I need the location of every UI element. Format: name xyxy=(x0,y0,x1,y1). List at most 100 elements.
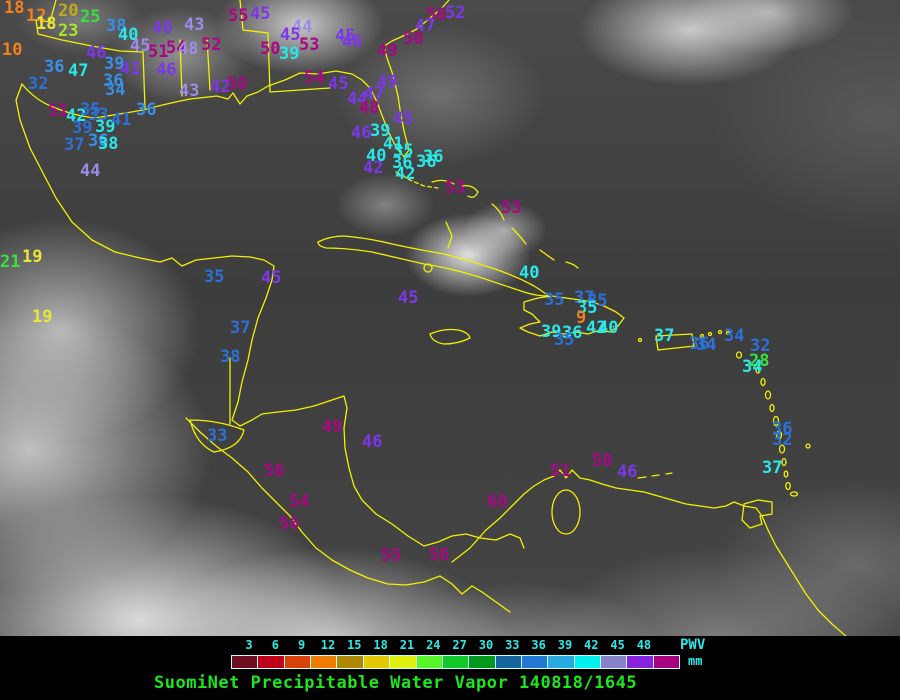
station-value: 39 xyxy=(370,121,391,141)
hispaniola-outline xyxy=(519,295,625,337)
station-value: 42 xyxy=(363,158,384,178)
colorbar-segment xyxy=(627,656,654,668)
pwv-unit-label: mm xyxy=(688,654,703,668)
station-value: 50 xyxy=(403,29,424,49)
pacific-coastline xyxy=(185,417,511,613)
station-value: 45 xyxy=(328,74,349,94)
station-value: 36 xyxy=(423,147,444,167)
station-value: 45 xyxy=(393,109,414,129)
station-value: 49 xyxy=(377,72,398,92)
station-value: 35 xyxy=(204,267,225,287)
colorbar-segment xyxy=(442,656,470,668)
state-border-al-ga xyxy=(239,0,271,93)
station-value: 53 xyxy=(299,35,320,55)
station-value: 56 xyxy=(279,514,300,534)
station-value: 45 xyxy=(130,36,151,56)
virgin-island-dot xyxy=(707,331,713,337)
station-value: 35 xyxy=(80,100,101,120)
colorbar-tick-label: 36 xyxy=(531,638,546,652)
colorbar-tick-label: 3 xyxy=(245,638,253,652)
antilles-island xyxy=(772,415,780,427)
station-value: 51 xyxy=(48,101,69,121)
station-value: 32 xyxy=(28,74,49,94)
station-value: 40 xyxy=(366,146,387,166)
station-value: 45 xyxy=(250,4,271,24)
station-value: 35 xyxy=(554,330,575,350)
station-value: 50 xyxy=(260,39,281,59)
station-value: 39 xyxy=(95,117,116,137)
station-value: 50 xyxy=(592,451,613,471)
station-value: 54 xyxy=(166,38,187,58)
virgin-island-dot xyxy=(725,330,731,336)
bahamas-cat-island xyxy=(511,227,527,245)
isla-juventud xyxy=(423,263,433,273)
station-value: 10 xyxy=(2,40,23,60)
pwv-label: PWV xyxy=(680,637,706,653)
station-value: 55 xyxy=(381,546,402,566)
bahamas-eleuthera xyxy=(491,203,505,221)
station-value: 35 xyxy=(393,141,414,161)
station-value: 33 xyxy=(88,105,109,125)
state-border-ms-al xyxy=(206,37,211,91)
trinidad-outline xyxy=(741,499,773,529)
station-value: 41 xyxy=(111,110,132,130)
colorbar-ticks: 3 6 9 12 15 18 21 24 27 30 33 36 39 42 45 48 xyxy=(0,636,900,652)
antilles-island xyxy=(778,444,786,454)
colorbar xyxy=(231,655,680,669)
station-value: 42 xyxy=(586,318,607,338)
station-value: 60 xyxy=(487,492,508,512)
antilles-island xyxy=(775,430,783,440)
colorbar-segment xyxy=(390,656,417,668)
station-value: 41 xyxy=(120,59,141,79)
antilles-island xyxy=(785,481,791,491)
virgin-island-dot xyxy=(699,333,705,339)
station-value: 21 xyxy=(0,252,21,272)
satellite-image xyxy=(0,0,900,636)
station-value: 53 xyxy=(445,178,466,198)
station-value: 39 xyxy=(541,322,562,342)
colorbar-segment xyxy=(521,656,549,668)
antilles-island xyxy=(783,470,789,478)
station-value: 40 xyxy=(598,318,619,338)
mona-island xyxy=(637,337,643,343)
puerto-rico-outline xyxy=(655,333,695,351)
station-value: 32 xyxy=(750,336,771,356)
station-value: 37 xyxy=(64,135,85,155)
station-value: 45 xyxy=(280,25,301,45)
colorbar-tick-label: 24 xyxy=(426,638,441,652)
state-border-tx-la xyxy=(142,51,146,109)
station-value: 36 xyxy=(44,57,65,77)
station-value: 34 xyxy=(724,326,745,346)
station-value: 51 xyxy=(148,42,169,62)
antilles-island xyxy=(760,377,766,387)
station-value: 37 xyxy=(230,318,251,338)
station-value: 9 xyxy=(576,308,587,328)
colorbar-tick-label: 18 xyxy=(373,638,388,652)
colorbar-segment xyxy=(469,656,496,668)
station-value: 23 xyxy=(58,21,79,41)
station-value: 38 xyxy=(106,16,127,36)
station-value: 43 xyxy=(179,81,200,101)
station-value: 39 xyxy=(279,44,300,64)
station-value: 38 xyxy=(98,134,119,154)
station-value: 56 xyxy=(426,5,447,25)
antilles-island xyxy=(735,351,743,359)
station-value: 36 xyxy=(772,419,793,439)
colorbar-segment xyxy=(548,656,575,668)
lake-maracaibo xyxy=(551,489,581,535)
mexico-centam-coastline xyxy=(15,83,525,549)
caption: SuomiNet Precipitable Water Vapor 140818… xyxy=(154,673,638,693)
station-value: 34 xyxy=(105,80,126,100)
south-america-coastline xyxy=(451,469,849,639)
station-values-layer: 18 12 18 20 25 23 10 38 40 45 40 43 51 54 48 52 55 45 44 45… xyxy=(0,0,793,566)
station-value: 46 xyxy=(362,432,383,452)
colorbar-segment xyxy=(601,656,628,668)
station-value: 42 xyxy=(210,77,231,97)
station-value: 20 xyxy=(58,1,79,21)
state-border-tx-ok xyxy=(35,0,144,53)
station-value: 46 xyxy=(156,60,177,80)
station-value: 48 xyxy=(178,39,199,59)
colorbar-segment xyxy=(258,656,285,668)
station-value: 36 xyxy=(103,71,124,91)
station-value: 46 xyxy=(351,123,372,143)
